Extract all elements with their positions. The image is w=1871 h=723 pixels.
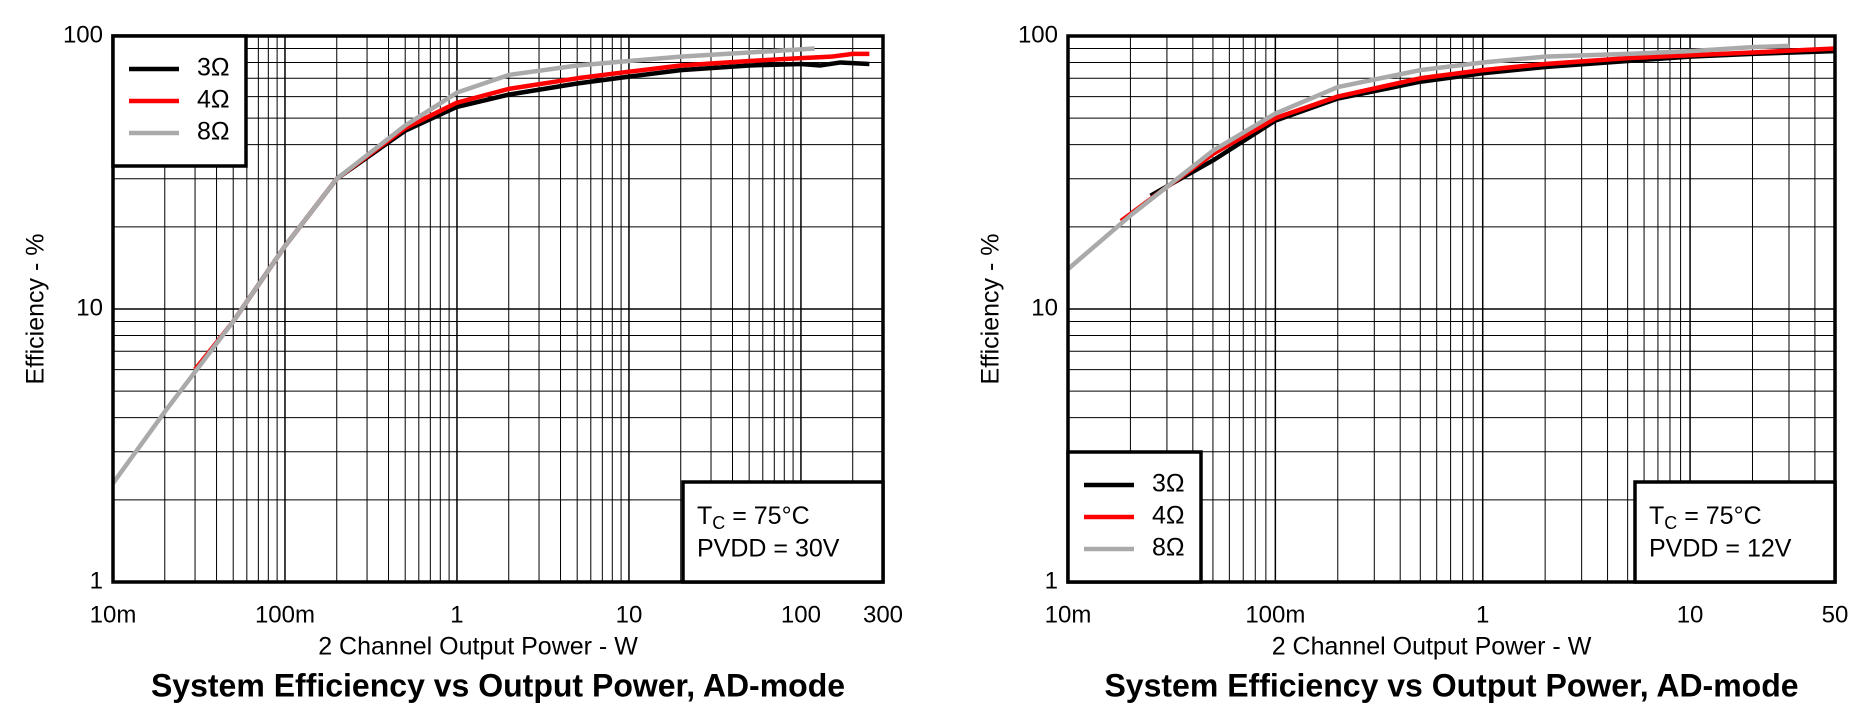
x-tick-label: 10m	[1045, 601, 1092, 628]
legend-label: 3Ω	[197, 54, 230, 82]
series-line	[1066, 43, 1790, 271]
series-line	[111, 46, 815, 485]
x-tick-label: 10m	[90, 601, 137, 628]
x-tick-label: 10	[1677, 601, 1704, 628]
annotation-subscript: C	[1664, 513, 1677, 533]
annotation: PVDD = 12V	[1649, 535, 1792, 563]
series-line	[1149, 48, 1836, 198]
annotation: TC = 75°C	[1649, 502, 1762, 533]
legend-label: 8Ω	[197, 118, 230, 146]
x-tick-label: 100m	[1245, 601, 1305, 628]
y-tick-label: 10	[1031, 294, 1058, 321]
annotation: TC = 75°C	[697, 502, 810, 533]
x-tick-label: 100	[781, 601, 821, 628]
legend-label: 4Ω	[1152, 502, 1185, 530]
annotation-symbol: T	[1649, 502, 1664, 530]
x-tick-label: 300	[863, 601, 903, 628]
legend-label: 3Ω	[1152, 470, 1185, 498]
annotation-symbol: T	[697, 502, 712, 530]
plot-frame	[1066, 34, 1837, 584]
x-tick-label: 50	[1822, 601, 1849, 628]
annotation-subscript: C	[712, 513, 725, 533]
x-tick-label: 100m	[255, 601, 315, 628]
y-tick-label: 100	[1018, 21, 1058, 48]
x-axis-label: 2 Channel Output Power - W	[318, 633, 638, 661]
chart-title: System Efficiency vs Output Power, AD-mo…	[151, 667, 845, 703]
y-tick-label: 100	[63, 21, 103, 48]
annotation-box	[681, 480, 885, 584]
x-tick-label: 1	[450, 601, 463, 628]
x-tick-label: 1	[1476, 601, 1489, 628]
y-tick-label: 10	[76, 294, 103, 321]
y-axis-label: Efficiency - %	[22, 234, 50, 385]
annotation-text: = 75°C	[1677, 502, 1761, 530]
series-line	[193, 51, 870, 371]
x-tick-label: 10	[616, 601, 643, 628]
legend-label: 8Ω	[1152, 534, 1185, 562]
plot-frame	[111, 34, 885, 584]
annotation-text: = 75°C	[725, 502, 809, 530]
y-tick-label: 1	[90, 567, 103, 594]
annotation: PVDD = 30V	[697, 535, 840, 563]
annotation-box	[1633, 480, 1837, 584]
x-axis-label: 2 Channel Output Power - W	[1272, 633, 1592, 661]
y-tick-label: 1	[1045, 567, 1058, 594]
legend-label: 4Ω	[197, 86, 230, 114]
y-axis-label: Efficiency - %	[977, 234, 1005, 385]
chart-title: System Efficiency vs Output Power, AD-mo…	[1104, 667, 1798, 703]
